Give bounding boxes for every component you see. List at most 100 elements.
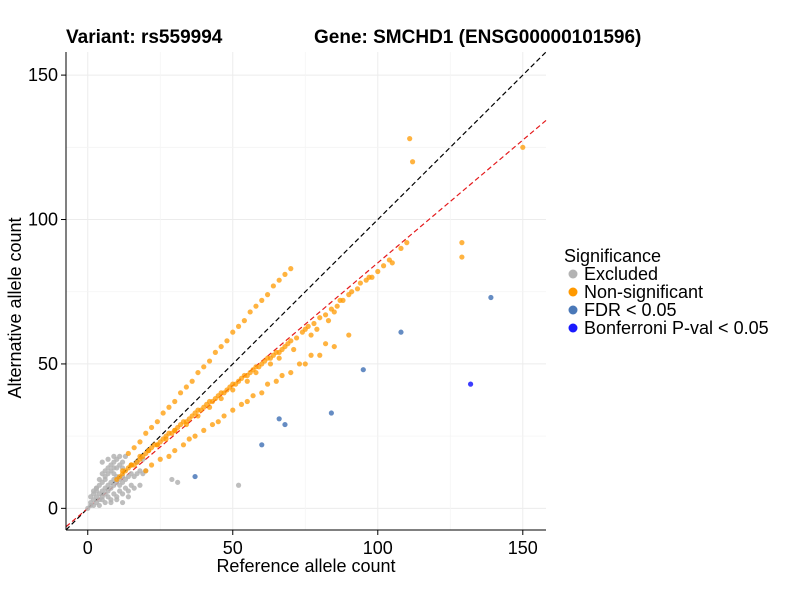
point-excluded (117, 453, 123, 459)
point-non-significant (305, 323, 311, 329)
point-non-significant (195, 413, 201, 419)
point-non-significant (317, 315, 323, 321)
y-tick-label: 100 (28, 210, 58, 230)
point-fdr-0-05 (259, 442, 265, 448)
point-excluded (111, 453, 117, 459)
axis-ticks: 0 50 100 150 0 50 100 150 (28, 65, 538, 558)
point-non-significant (166, 453, 172, 459)
point-excluded (96, 502, 102, 509)
y-tick-label: 50 (38, 354, 58, 374)
point-non-significant (241, 318, 247, 324)
x-tick-label: 150 (508, 538, 538, 558)
point-non-significant (398, 245, 404, 251)
point-non-significant (366, 274, 372, 280)
point-non-significant (230, 387, 236, 393)
point-non-significant (259, 390, 265, 396)
point-excluded (96, 476, 102, 483)
point-non-significant (404, 240, 410, 246)
point-non-significant (218, 343, 224, 350)
point-non-significant (148, 424, 155, 431)
legend: Significance ExcludedNon-significantFDR … (564, 246, 769, 338)
point-non-significant (322, 341, 329, 347)
point-non-significant (209, 421, 216, 428)
point-non-significant (334, 303, 340, 309)
point-non-significant (201, 364, 207, 370)
point-non-significant (230, 329, 236, 335)
point-non-significant (293, 335, 300, 341)
point-excluded (114, 497, 120, 503)
point-non-significant (172, 427, 178, 433)
point-non-significant (247, 309, 253, 315)
point-non-significant (166, 404, 172, 410)
point-non-significant (131, 445, 137, 451)
legend-label-excluded: Excluded (584, 264, 658, 284)
point-non-significant (212, 349, 218, 355)
point-excluded (175, 479, 181, 485)
ref-line-fitted (65, 119, 547, 528)
point-non-significant (143, 430, 149, 436)
point-non-significant (276, 277, 282, 283)
x-tick-label: 0 (83, 538, 93, 558)
point-non-significant (357, 280, 363, 286)
point-non-significant (311, 320, 317, 327)
point-non-significant (407, 136, 413, 142)
point-non-significant (238, 401, 245, 407)
point-non-significant (389, 260, 395, 266)
point-non-significant (221, 413, 227, 419)
point-non-significant (189, 378, 195, 384)
point-non-significant (186, 436, 192, 442)
point-non-significant (128, 462, 134, 468)
point-non-significant (349, 289, 355, 295)
point-fdr-0-05 (276, 416, 282, 422)
point-non-significant (459, 240, 465, 246)
point-non-significant (282, 271, 288, 277)
point-non-significant (409, 159, 416, 165)
point-non-significant (177, 390, 184, 396)
point-excluded (102, 499, 108, 506)
point-fdr-0-05 (398, 329, 404, 335)
point-non-significant (314, 326, 320, 332)
point-non-significant (270, 283, 276, 289)
point-non-significant (137, 439, 143, 445)
point-non-significant (148, 462, 155, 468)
point-excluded (119, 491, 126, 497)
point-fdr-0-05 (192, 473, 198, 480)
point-non-significant (375, 268, 381, 275)
point-non-significant (253, 369, 259, 376)
variant-title: Variant: rs559994 (66, 27, 223, 48)
point-non-significant (143, 468, 149, 474)
point-non-significant (244, 398, 250, 405)
point-non-significant (180, 442, 187, 448)
legend-key-bonferroni-p-val-0-05 (568, 323, 578, 333)
data-points (85, 136, 526, 511)
point-excluded (169, 476, 175, 483)
point-non-significant (157, 456, 163, 462)
point-non-significant (288, 369, 294, 376)
point-non-significant (206, 404, 213, 410)
gene-title: Gene: SMCHD1 (ENSG00000101596) (314, 27, 641, 48)
legend-key-non-significant (568, 287, 578, 297)
point-non-significant (160, 410, 166, 416)
point-non-significant (172, 398, 178, 405)
point-non-significant (264, 381, 271, 387)
point-non-significant (195, 369, 201, 376)
point-non-significant (119, 468, 126, 474)
point-non-significant (380, 263, 387, 269)
point-non-significant (125, 450, 131, 457)
point-non-significant (201, 427, 207, 433)
point-non-significant (244, 378, 250, 384)
point-non-significant (146, 447, 152, 454)
y-tick-label: 0 (48, 498, 58, 518)
point-excluded (137, 482, 143, 488)
point-non-significant (154, 442, 160, 448)
ref-line-identity (65, 51, 547, 531)
point-non-significant (331, 309, 337, 315)
point-non-significant (137, 453, 143, 459)
point-non-significant (250, 393, 256, 399)
point-excluded (125, 494, 131, 500)
point-non-significant (215, 419, 221, 425)
point-excluded (131, 485, 137, 491)
legend-title: Significance (564, 246, 661, 266)
point-non-significant (259, 297, 265, 303)
reference-lines (65, 51, 547, 531)
